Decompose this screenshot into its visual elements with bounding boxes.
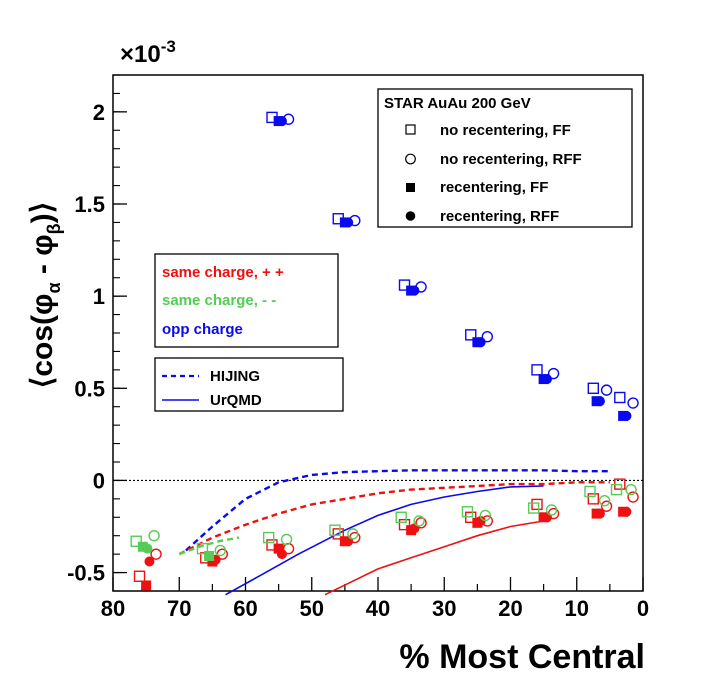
x-tick-label: 80	[101, 596, 125, 621]
legend-entry-3: recentering, FF	[440, 179, 548, 196]
point-same-no-recentering-ff	[262, 531, 275, 544]
point-opp-recentering-rff	[409, 285, 420, 296]
point-same-recentering-ff	[273, 543, 284, 554]
point-same-no-recentering-rff	[627, 491, 639, 503]
point-same-no-recentering-ff	[196, 542, 209, 555]
x-tick-label: 50	[300, 596, 324, 621]
point-opp-no-recentering-ff	[398, 279, 411, 291]
point-same-no-recentering-ff	[133, 570, 146, 582]
point-same-no-recentering-rff	[347, 528, 359, 540]
point-same-no-recentering-rff	[280, 533, 293, 546]
point-same-recentering-rff	[144, 556, 155, 567]
point-same-no-recentering-ff	[587, 493, 600, 505]
legend-urqmd: UrQMD	[210, 392, 262, 409]
point-same-no-recentering-rff	[479, 509, 492, 522]
legend-open-square-marker	[405, 124, 416, 135]
point-opp-recentering-rff	[541, 374, 552, 385]
point-opp-no-recentering-rff	[600, 384, 613, 396]
point-same-no-recentering-rff	[598, 495, 611, 507]
legend-models: HIJING UrQMD	[154, 357, 344, 412]
point-opp-no-recentering-ff	[531, 364, 543, 376]
legend-header: STAR AuAu 200 GeV	[384, 95, 531, 112]
point-same-no-recentering-rff	[148, 530, 160, 542]
data-points	[130, 111, 639, 591]
legend-entry-4: recentering, RFF	[440, 208, 559, 225]
point-same-recentering-rff	[621, 506, 632, 517]
point-same-recentering-rff	[475, 515, 486, 526]
curve-hijing-same-	[178, 536, 240, 556]
point-same-recentering-ff	[204, 550, 215, 561]
point-same-no-recentering-ff	[461, 506, 474, 518]
point-same-recentering-ff	[141, 580, 152, 591]
point-same-no-recentering-ff	[527, 502, 540, 514]
point-same-no-recentering-ff	[329, 524, 341, 536]
point-opp-no-recentering-rff	[547, 367, 560, 380]
curve-hijing-opp	[185, 469, 610, 552]
point-same-no-recentering-rff	[625, 483, 637, 496]
point-same-recentering-rff	[409, 523, 420, 534]
point-opp-no-recentering-ff	[465, 329, 477, 341]
legend-main: STAR AuAu 200 GeV no recentering, FF no …	[377, 88, 633, 228]
y-tick-label: 1	[93, 284, 105, 309]
point-same-recentering-rff	[343, 536, 354, 547]
x-tick-label: 30	[432, 596, 456, 621]
point-opp-no-recentering-rff	[627, 397, 639, 409]
x-tick-label: 70	[167, 596, 191, 621]
legend-same-charge-mm: same charge, - -	[162, 292, 276, 309]
point-same-recentering-rff	[594, 508, 605, 519]
legend-filled-circle-marker	[405, 211, 416, 221]
y-multiplier: ×10-3	[120, 37, 176, 68]
y-tick-label: -0.5	[67, 561, 105, 586]
x-tick-label: 20	[498, 596, 522, 621]
model-curves	[178, 469, 610, 596]
y-tick-label: 0.5	[74, 376, 105, 401]
point-opp-no-recentering-ff	[614, 391, 626, 404]
x-axis-label: % Most Central	[399, 638, 645, 676]
legend-charge: same charge, + + same charge, - - opp ch…	[154, 253, 339, 348]
x-tick-label: 40	[366, 596, 390, 621]
y-axis-label: ⟨cos(φα - φβ)⟩	[26, 202, 64, 389]
x-tick-label: 60	[233, 596, 257, 621]
x-tick-label: 10	[565, 596, 589, 621]
legend-entry-1: no recentering, FF	[440, 122, 571, 139]
point-same-no-recentering-ff	[610, 483, 623, 496]
legend-hijing: HIJING	[210, 368, 260, 385]
curve-hijing-same-	[178, 481, 610, 556]
point-same-recentering-rff	[142, 543, 153, 554]
point-opp-no-recentering-rff	[481, 330, 494, 343]
point-same-no-recentering-ff	[398, 518, 411, 531]
point-opp-recentering-rff	[475, 337, 486, 348]
point-same-no-recentering-rff	[600, 500, 613, 512]
legend-filled-square-marker	[406, 183, 415, 192]
y-tick-label: 2	[93, 100, 105, 125]
legend-same-charge-pp: same charge, + +	[162, 264, 284, 281]
point-opp-recentering-rff	[621, 410, 632, 421]
legend-open-circle-marker	[405, 153, 416, 165]
point-same-no-recentering-ff	[130, 535, 142, 547]
point-same-recentering-rff	[276, 549, 287, 560]
curve-urqmd-same-	[324, 520, 544, 596]
point-same-no-recentering-rff	[150, 548, 162, 560]
point-opp-recentering-rff	[343, 217, 354, 228]
point-opp-no-recentering-ff	[587, 382, 600, 394]
point-opp-recentering-rff	[276, 116, 287, 127]
y-tick-label: 0	[93, 468, 105, 493]
point-same-no-recentering-ff	[395, 511, 407, 523]
y-tick-label: 1.5	[74, 192, 105, 217]
curve-urqmd-opp	[225, 485, 544, 596]
point-same-no-recentering-rff	[545, 504, 558, 516]
point-opp-recentering-rff	[594, 396, 605, 407]
point-same-no-recentering-rff	[413, 515, 425, 527]
point-same-recentering-rff	[541, 512, 552, 523]
legend-entry-2: no recentering, RFF	[440, 151, 582, 168]
axis-ticks: 80 70 60 50 40 30 20 10 0 -0.5 0 0.5 1 1.5 2	[67, 74, 649, 621]
point-same-no-recentering-rff	[214, 544, 227, 557]
x-tick-label: 0	[637, 596, 649, 621]
point-same-no-recentering-ff	[531, 498, 543, 511]
point-same-no-recentering-ff	[332, 528, 344, 540]
legend-opp-charge: opp charge	[162, 321, 243, 338]
point-same-no-recentering-ff	[584, 485, 596, 498]
point-same-no-recentering-rff	[415, 517, 427, 529]
